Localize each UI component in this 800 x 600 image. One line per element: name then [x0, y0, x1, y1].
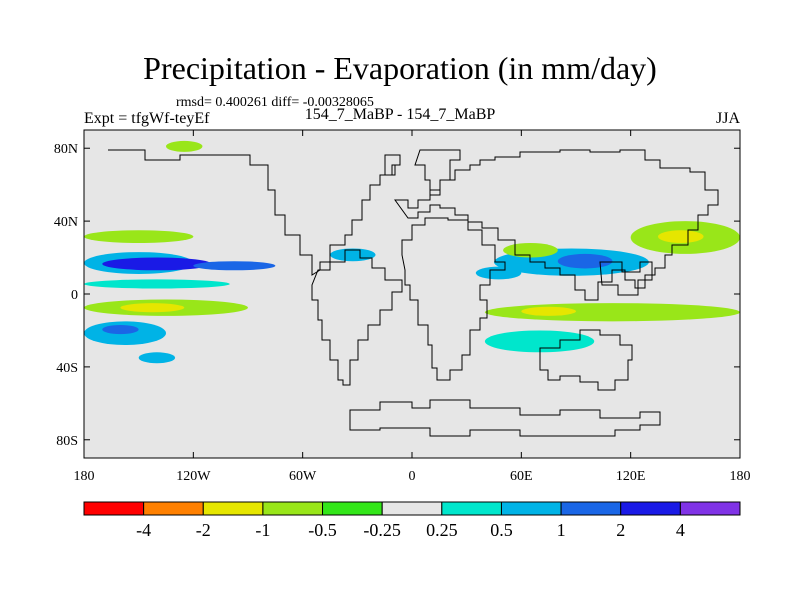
colorbar-box — [143, 501, 204, 516]
x-tick-label: 120E — [616, 469, 646, 484]
experiment-label: Expt = tfgWf-teyEf — [84, 110, 210, 127]
y-tick-label: 80N — [54, 142, 78, 157]
colorbar-label: 0.5 — [490, 520, 513, 540]
colorbar-label: -0.5 — [308, 520, 337, 540]
colorbar-box — [381, 501, 443, 516]
colorbar-box — [679, 501, 741, 516]
region-west-pacific-dry-core — [658, 230, 704, 243]
coastline-antarctica — [349, 399, 661, 437]
coastline-north-america — [108, 149, 396, 276]
map-background — [84, 130, 740, 458]
colorbar-box — [202, 501, 264, 516]
colorbar-box — [322, 501, 383, 516]
coastline-greenland — [414, 149, 461, 196]
colorbar-box — [262, 501, 324, 516]
coastline-eurasia — [394, 149, 719, 301]
colorbar-label: -0.25 — [363, 520, 401, 540]
colorbar-label: 4 — [676, 520, 685, 540]
coastline-south-america — [311, 249, 403, 386]
region-east-pacific-itcz-core — [193, 261, 276, 271]
y-tick-label: 80S — [56, 434, 78, 449]
colorbar-box — [620, 501, 681, 516]
x-tick-label: 180 — [730, 469, 751, 484]
chart-title: Precipitation - Evaporation (in mm/day) — [143, 50, 657, 86]
region-arctic-pacific-patch — [166, 140, 203, 152]
x-tick-label: 180 — [74, 469, 95, 484]
y-tick-label: 40S — [56, 361, 78, 376]
region-north-pacific-east-band — [84, 230, 194, 243]
run-label: 154_7_MaBP - 154_7_MaBP — [304, 106, 496, 123]
colorbar-label: 2 — [616, 520, 625, 540]
region-pacific-equatorial-positive-band — [84, 279, 230, 289]
x-tick-label: 60W — [289, 469, 317, 484]
coastline-southeast-asia — [599, 261, 653, 296]
colorbar-label: -2 — [196, 520, 211, 540]
y-tick-label: 40N — [54, 215, 78, 230]
stats-line: rmsd= 0.400261 diff= -0.00328065 — [176, 95, 374, 110]
season-label: JJA — [715, 110, 740, 127]
colorbar-label: -4 — [136, 520, 151, 540]
colorbar-box — [441, 501, 502, 516]
region-southern-ocean-wet-band — [138, 352, 176, 364]
coastline-west-europe — [384, 154, 401, 176]
region-indian-ocean-south-dry-core — [521, 306, 577, 316]
colorbar-label: -1 — [255, 520, 270, 540]
region-southern-indian-wet-band — [484, 330, 595, 353]
region-south-pacific-dry-core — [120, 303, 185, 313]
region-india-dry-patch — [503, 242, 558, 258]
colorbar-label: 0.25 — [426, 520, 458, 540]
colorbar-box — [83, 501, 145, 516]
x-tick-label: 0 — [409, 469, 416, 484]
x-tick-label: 120W — [176, 469, 211, 484]
region-central-pacific-itcz-band — [102, 257, 212, 271]
x-tick-label: 60E — [510, 469, 533, 484]
region-asia-monsoon-core — [557, 253, 613, 269]
colorbar-box — [560, 501, 622, 516]
colorbar-label: 1 — [557, 520, 566, 540]
coastline-africa — [401, 217, 506, 381]
colorbar-box — [500, 501, 562, 516]
region-south-pacific-wet-core — [102, 324, 139, 335]
coastline-australia — [539, 329, 633, 391]
y-tick-label: 0 — [71, 288, 78, 303]
